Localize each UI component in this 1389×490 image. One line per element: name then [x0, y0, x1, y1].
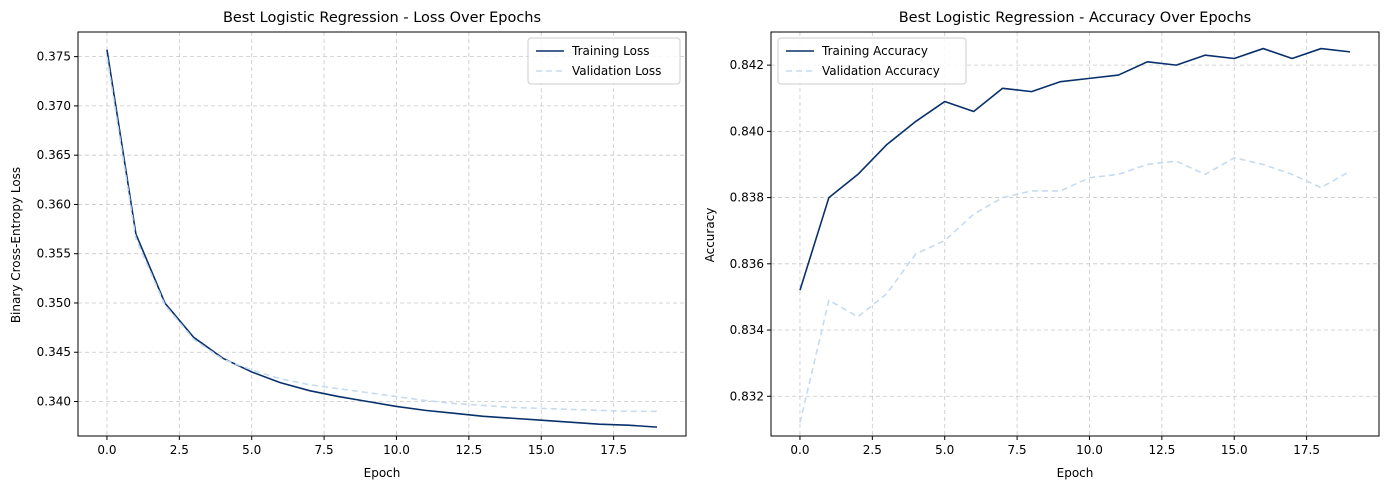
loss-chart-xlabel: Epoch [364, 466, 401, 480]
loss-chart-xtick-label: 7.5 [315, 443, 334, 457]
loss-chart-xtick-label: 0.0 [97, 443, 116, 457]
loss-chart-xtick-label: 10.0 [383, 443, 410, 457]
accuracy-chart-xtick-label: 2.5 [863, 443, 882, 457]
accuracy-chart-xtick-label: 15.0 [1221, 443, 1248, 457]
accuracy-chart-legend: Training Accuracy Validation Accuracy [777, 37, 967, 85]
loss-chart-ytick-label: 0.345 [37, 345, 71, 359]
accuracy-chart: Best Logistic Regression - Accuracy Over… [703, 10, 1380, 480]
accuracy-chart-ytick-label: 0.840 [730, 124, 764, 138]
loss-chart-ytick-label: 0.365 [37, 148, 71, 162]
loss-chart-legend-label: Training Loss [571, 44, 649, 58]
loss-chart: Best Logistic Regression - Loss Over Epo… [9, 10, 687, 480]
accuracy-chart-ytick-label: 0.836 [730, 257, 764, 271]
accuracy-chart-ytick-label: 0.834 [730, 323, 764, 337]
accuracy-chart-series-validation-line [799, 157, 1351, 423]
loss-chart-ytick-label: 0.340 [37, 395, 71, 409]
accuracy-chart-xtick-label: 12.5 [1148, 443, 1175, 457]
loss-chart-legend: Training Loss Validation Loss [527, 37, 681, 85]
loss-chart-series-training-line [106, 49, 658, 428]
loss-chart-ytick-label: 0.375 [37, 50, 71, 64]
loss-chart-series-validation-line [106, 56, 658, 413]
accuracy-chart-ytick-label: 0.838 [730, 191, 764, 205]
accuracy-chart-xtick-label: 10.0 [1076, 443, 1103, 457]
accuracy-chart-ticks: 0.0 2.5 5.0 7.5 10.0 12.5 15.0 17.5 0.832 0.834 0.… [730, 58, 1320, 457]
accuracy-chart-series-training-line [799, 47, 1351, 291]
accuracy-chart-grid [771, 32, 1379, 436]
accuracy-chart-xtick-label: 0.0 [790, 443, 809, 457]
loss-chart-ytick-label: 0.355 [37, 247, 71, 261]
loss-chart-ticks: 0.0 2.5 5.0 7.5 10.0 12.5 15.0 17.5 0.340 0.345 0.… [37, 50, 627, 457]
accuracy-chart-ylabel: Accuracy [703, 208, 717, 263]
loss-chart-ytick-label: 0.370 [37, 99, 71, 113]
loss-chart-xtick-label: 2.5 [170, 443, 189, 457]
loss-chart-xtick-label: 17.5 [600, 443, 627, 457]
loss-chart-xtick-label: 15.0 [528, 443, 555, 457]
loss-chart-ytick-label: 0.360 [37, 197, 71, 211]
accuracy-chart-series [799, 47, 1351, 423]
loss-chart-legend-box [527, 37, 681, 85]
loss-chart-legend-label: Validation Loss [572, 64, 661, 78]
accuracy-chart-xtick-label: 5.0 [935, 443, 954, 457]
accuracy-chart-frame [770, 31, 1380, 437]
accuracy-chart-ytick-label: 0.842 [730, 58, 764, 72]
loss-chart-ylabel: Binary Cross-Entropy Loss [9, 167, 23, 323]
accuracy-chart-xlabel: Epoch [1057, 466, 1094, 480]
loss-chart-grid [78, 32, 686, 436]
accuracy-chart-xtick-label: 7.5 [1008, 443, 1027, 457]
loss-chart-frame [77, 31, 687, 437]
accuracy-chart-title: Best Logistic Regression - Accuracy Over… [899, 10, 1252, 26]
accuracy-chart-legend-label: Validation Accuracy [822, 64, 940, 78]
loss-chart-xtick-label: 5.0 [242, 443, 261, 457]
loss-chart-xtick-label: 12.5 [455, 443, 482, 457]
loss-chart-title: Best Logistic Regression - Loss Over Epo… [223, 10, 541, 26]
accuracy-chart-ytick-label: 0.832 [730, 389, 764, 403]
loss-chart-series [106, 49, 658, 428]
accuracy-chart-legend-box [777, 37, 967, 85]
accuracy-chart-legend-label: Training Accuracy [821, 44, 928, 58]
loss-chart-ytick-label: 0.350 [37, 296, 71, 310]
accuracy-chart-xtick-label: 17.5 [1293, 443, 1320, 457]
